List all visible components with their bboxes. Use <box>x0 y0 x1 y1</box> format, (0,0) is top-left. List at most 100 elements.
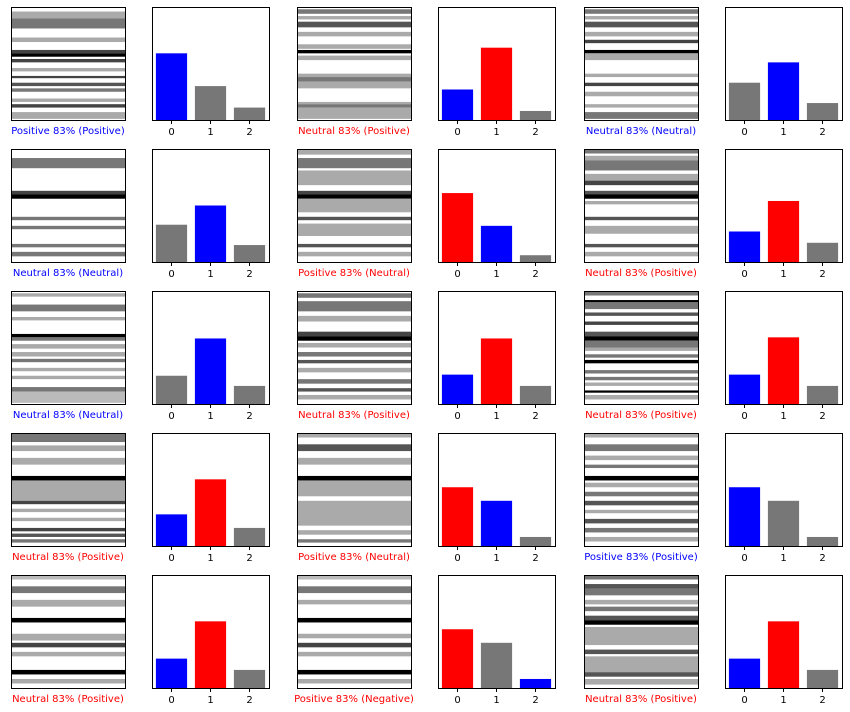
bar-class-0 <box>728 82 761 120</box>
x-tick-label: 1 <box>493 269 499 280</box>
bar-class-1 <box>194 205 227 262</box>
thumbnail-frame <box>584 433 699 547</box>
panel-9: Neutral 83% (Positive) 0 1 2 <box>11 433 270 564</box>
bar-class-0 <box>441 629 474 688</box>
x-tick-label: 2 <box>246 269 252 280</box>
thumbnail-stripe <box>11 642 125 648</box>
thumbnail-stripe <box>584 104 698 108</box>
panel-caption: Neutral 83% (Positive) <box>585 410 697 421</box>
thumbnail-stripe <box>584 112 698 119</box>
panel-caption: Neutral 83% (Neutral) <box>586 126 696 137</box>
x-tick-label: 1 <box>780 127 786 138</box>
x-tick-label: 0 <box>168 127 174 138</box>
thumbnail-stripe <box>11 433 125 443</box>
thumbnail-frame <box>297 149 412 263</box>
x-tick-label: 1 <box>207 269 213 280</box>
bar-class-0 <box>441 193 474 262</box>
bar-class-1 <box>194 479 227 546</box>
thumbnail-frame <box>297 575 412 689</box>
x-tick-label: 2 <box>819 127 825 138</box>
thumbnail-stripe <box>297 198 411 213</box>
thumbnail-stripe <box>11 225 125 230</box>
x-tick-label: 0 <box>741 553 747 564</box>
thumbnail-stripe <box>584 216 698 221</box>
thumbnail-stripe <box>11 480 125 501</box>
thumbnail-stripe <box>584 173 698 181</box>
bar-class-2 <box>519 110 552 120</box>
panel-3: Neutral 83% (Neutral) 0 1 2 <box>11 149 270 280</box>
thumbnail-stripe <box>584 243 698 248</box>
thumbnail-stripe <box>584 331 698 337</box>
thumbnail-stripe <box>584 312 698 316</box>
panel-caption: Neutral 83% (Positive) <box>298 126 410 137</box>
x-tick-label: 1 <box>780 695 786 706</box>
x-tick-label: 1 <box>780 553 786 564</box>
bar-class-1 <box>194 338 227 404</box>
thumbnail-stripe <box>297 678 411 684</box>
bar-class-0 <box>728 231 761 262</box>
thumbnail-stripe <box>584 536 698 542</box>
thumbnail-stripe <box>297 243 411 248</box>
panel-12: Neutral 83% (Positive) 0 1 2 <box>11 575 270 706</box>
thumbnail-stripe <box>297 49 411 54</box>
x-tick-label: 2 <box>819 695 825 706</box>
thumbnail-stripe <box>584 455 698 461</box>
x-tick-label: 2 <box>532 695 538 706</box>
panel-13: Positive 83% (Negative) 0 1 2 <box>294 575 556 706</box>
thumbnail-stripe <box>297 669 411 675</box>
panel-8: Neutral 83% (Positive) 0 1 2 <box>584 291 843 422</box>
thumbnail-background <box>584 433 698 546</box>
panel-5: Neutral 83% (Positive) 0 1 2 <box>584 149 843 280</box>
thumbnail-stripe <box>297 9 411 14</box>
thumbnail-stripe <box>297 586 411 594</box>
panel-caption: Positive 83% (Neutral) <box>298 268 410 279</box>
bar-class-2 <box>519 678 552 688</box>
thumbnail-stripe <box>11 358 125 363</box>
thumbnail-stripe <box>584 53 698 61</box>
thumbnail-stripe <box>11 533 125 537</box>
thumbnail-stripe <box>11 352 125 357</box>
thumbnail-stripe <box>584 376 698 381</box>
panel-caption: Positive 83% (Positive) <box>11 126 125 137</box>
x-tick-label: 2 <box>532 269 538 280</box>
thumbnail-stripe <box>584 656 698 673</box>
thumbnail-stripe <box>297 539 411 543</box>
bar-class-1 <box>767 337 800 404</box>
thumbnail-stripe <box>584 672 698 677</box>
thumbnail-stripe <box>584 500 698 506</box>
thumbnail-frame <box>584 291 699 405</box>
x-tick-label: 0 <box>454 411 460 422</box>
bar-class-2 <box>806 536 839 546</box>
bar-class-2 <box>233 385 266 404</box>
bar-class-2 <box>806 242 839 262</box>
bar-class-2 <box>806 669 839 688</box>
thumbnail-stripe <box>297 21 411 28</box>
thumbnail-stripe <box>297 77 411 82</box>
thumbnail-stripe <box>297 315 411 322</box>
bar-class-1 <box>480 47 513 120</box>
thumbnail-stripe <box>11 158 125 169</box>
thumbnail-stripe <box>297 73 411 78</box>
thumbnail-stripe <box>11 243 125 248</box>
thumbnail-stripe <box>584 16 698 20</box>
x-tick-label: 1 <box>493 127 499 138</box>
thumbnail-stripe <box>11 82 125 87</box>
thumbnail-stripe <box>584 149 698 154</box>
thumbnail-stripe <box>584 394 698 400</box>
thumbnail-stripe <box>297 367 411 373</box>
thumbnail-stripe <box>584 518 698 524</box>
x-tick-label: 0 <box>454 695 460 706</box>
thumbnail-stripe <box>297 457 411 465</box>
thumbnail-stripe <box>297 642 411 648</box>
bar-class-2 <box>519 536 552 546</box>
thumbnail-stripe <box>584 347 698 351</box>
thumbnail-frame <box>11 291 126 405</box>
thumbnail-stripe <box>11 633 125 641</box>
thumbnail-stripe <box>584 194 698 199</box>
thumbnail-stripe <box>11 190 125 195</box>
thumbnail-stripe <box>11 112 125 119</box>
thumbnail-stripe <box>11 251 125 257</box>
thumbnail-frame <box>584 149 699 263</box>
thumbnail-stripe <box>297 433 411 438</box>
thumbnail-frame <box>297 7 412 121</box>
